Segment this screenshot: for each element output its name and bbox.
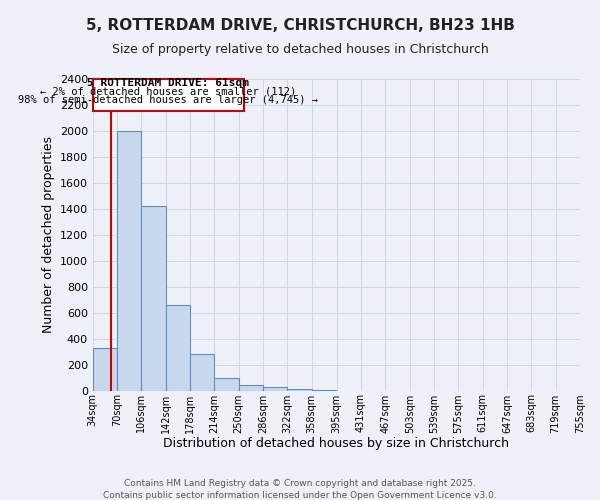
Text: Contains HM Land Registry data © Crown copyright and database right 2025.: Contains HM Land Registry data © Crown c…	[124, 479, 476, 488]
Text: Size of property relative to detached houses in Christchurch: Size of property relative to detached ho…	[112, 42, 488, 56]
Text: ← 2% of detached houses are smaller (112): ← 2% of detached houses are smaller (112…	[40, 86, 296, 96]
X-axis label: Distribution of detached houses by size in Christchurch: Distribution of detached houses by size …	[163, 437, 509, 450]
Bar	[214, 378, 239, 390]
Text: 5, ROTTERDAM DRIVE, CHRISTCHURCH, BH23 1HB: 5, ROTTERDAM DRIVE, CHRISTCHURCH, BH23 1…	[86, 18, 514, 32]
Bar	[93, 348, 117, 391]
Y-axis label: Number of detached properties: Number of detached properties	[43, 136, 55, 334]
Bar	[117, 131, 142, 390]
Text: 5 ROTTERDAM DRIVE: 61sqm: 5 ROTTERDAM DRIVE: 61sqm	[88, 78, 250, 88]
FancyBboxPatch shape	[93, 79, 244, 111]
Bar	[287, 388, 312, 390]
Text: 98% of semi-detached houses are larger (4,745) →: 98% of semi-detached houses are larger (…	[19, 95, 319, 105]
Bar	[263, 386, 287, 390]
Bar	[166, 305, 190, 390]
Bar	[142, 206, 166, 390]
Text: Contains public sector information licensed under the Open Government Licence v3: Contains public sector information licen…	[103, 491, 497, 500]
Bar	[239, 384, 263, 390]
Bar	[190, 354, 214, 391]
